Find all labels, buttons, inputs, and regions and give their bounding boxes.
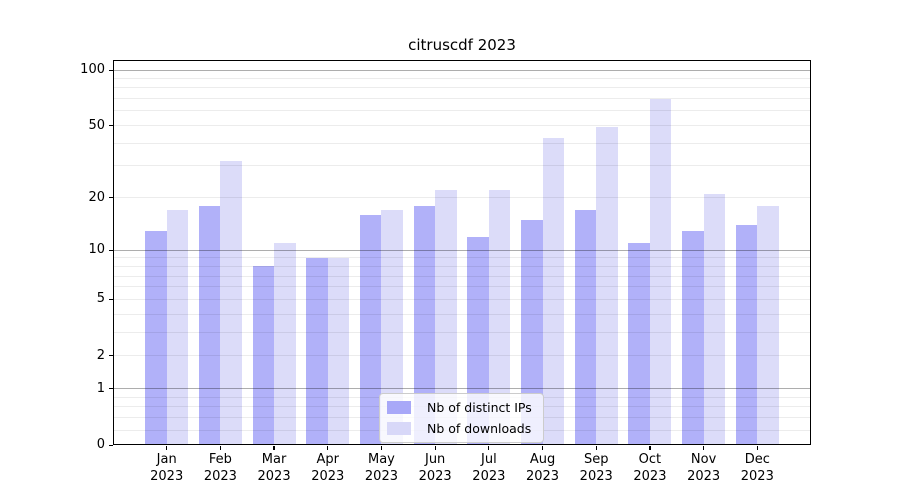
x-tick-label-jul: Jul 2023 [472, 452, 506, 484]
bar-dec-2023-distinct-ips [735, 224, 758, 445]
bar-feb-2023-downloads [220, 160, 242, 445]
plot-area [113, 60, 811, 445]
bar-nov-2023-downloads [703, 193, 726, 445]
minor-gridline [113, 286, 811, 288]
legend-swatch-downloads-icon [387, 422, 411, 435]
x-axis-tick [649, 446, 651, 450]
legend-item-distinct-ips: Nb of distinct IPs [387, 400, 532, 415]
x-tick-label-nov: Nov 2023 [687, 452, 721, 484]
y-tick-label-10: 10 [88, 242, 105, 258]
x-axis-tick [703, 446, 705, 450]
minor-gridline [113, 355, 811, 357]
bar-jan-2023-distinct-ips [145, 230, 167, 445]
bar-sep-2023-distinct-ips [574, 210, 597, 445]
chart-title: citruscdf 2023 [408, 36, 516, 54]
x-axis-tick [273, 446, 275, 450]
bar-jun-2023-distinct-ips [413, 205, 436, 445]
y-axis-tick [108, 197, 113, 199]
y-tick-label-20: 20 [88, 189, 105, 205]
y-tick-label-50: 50 [88, 117, 105, 133]
minor-gridline [113, 98, 811, 100]
minor-gridline [113, 197, 811, 199]
major-gridline [113, 69, 811, 71]
y-axis-tick [108, 125, 113, 127]
x-axis-tick [595, 446, 597, 450]
y-axis-tick [108, 249, 113, 251]
y-tick-label-2: 2 [96, 347, 105, 363]
y-axis-tick [108, 69, 113, 71]
bar-mar-2023-distinct-ips [252, 266, 275, 445]
bar-oct-2023-downloads [649, 98, 672, 445]
bar-apr-2023-downloads [327, 257, 350, 445]
bar-jun-2023-downloads [435, 190, 457, 445]
x-axis-tick [434, 446, 436, 450]
bar-may-2023-downloads [381, 210, 403, 445]
y-tick-label-1: 1 [96, 380, 105, 396]
minor-gridline [113, 331, 811, 333]
x-tick-label-jun: Jun 2023 [418, 452, 452, 484]
x-axis-tick [541, 446, 544, 450]
minor-gridline [113, 165, 811, 167]
y-tick-label-5: 5 [96, 291, 105, 307]
legend-label-downloads: Nb of downloads [427, 421, 532, 436]
x-tick-label-apr: Apr 2023 [311, 452, 345, 484]
minor-gridline [113, 257, 811, 259]
minor-gridline [113, 125, 811, 127]
y-axis-tick [108, 388, 113, 390]
x-tick-label-oct: Oct 2023 [633, 452, 667, 484]
x-axis-tick [166, 446, 168, 450]
bar-oct-2023-distinct-ips [628, 243, 650, 445]
major-gridline [113, 388, 811, 390]
bar-jul-2023-downloads [488, 190, 511, 445]
y-axis-tick [108, 355, 113, 357]
x-tick-label-feb: Feb 2023 [203, 452, 237, 484]
minor-gridline [113, 298, 811, 300]
legend-swatch-distinct-ips-icon [387, 401, 411, 414]
x-tick-label-dec: Dec 2023 [740, 452, 774, 484]
bar-apr-2023-distinct-ips [306, 257, 328, 445]
bar-jan-2023-downloads [166, 210, 189, 445]
x-tick-label-aug: Aug 2023 [525, 452, 560, 484]
x-axis-tick [327, 446, 329, 450]
minor-gridline [113, 265, 811, 267]
x-tick-label-may: May 2023 [364, 452, 398, 484]
legend-label-distinct-ips: Nb of distinct IPs [427, 400, 532, 415]
y-axis-tick [108, 444, 113, 446]
bar-nov-2023-distinct-ips [682, 230, 704, 445]
bar-aug-2023-downloads [542, 137, 565, 445]
minor-gridline [113, 313, 811, 315]
minor-gridline [113, 275, 811, 277]
minor-gridline [113, 142, 811, 144]
x-axis-tick [380, 446, 383, 450]
x-tick-label-sep: Sep 2023 [579, 452, 613, 484]
bar-feb-2023-distinct-ips [198, 205, 221, 445]
x-axis-tick [756, 446, 758, 450]
legend: Nb of distinct IPs Nb of downloads [379, 393, 544, 443]
bar-jul-2023-distinct-ips [467, 236, 489, 445]
x-axis-tick [488, 446, 490, 450]
y-tick-label-100: 100 [80, 62, 105, 77]
y-axis-tick [108, 298, 113, 301]
legend-item-downloads: Nb of downloads [387, 421, 532, 436]
major-gridline [113, 249, 811, 251]
bar-may-2023-distinct-ips [359, 214, 382, 445]
x-axis-tick [219, 446, 221, 450]
minor-gridline [113, 87, 811, 89]
y-tick-label-0: 0 [96, 437, 105, 452]
x-tick-label-mar: Mar 2023 [257, 452, 291, 484]
minor-gridline [113, 77, 811, 79]
x-tick-label-jan: Jan 2023 [150, 452, 184, 484]
minor-gridline [113, 110, 811, 112]
bar-mar-2023-downloads [274, 243, 296, 445]
bar-aug-2023-distinct-ips [521, 219, 543, 445]
bar-sep-2023-downloads [596, 127, 618, 445]
bar-dec-2023-downloads [757, 205, 779, 445]
